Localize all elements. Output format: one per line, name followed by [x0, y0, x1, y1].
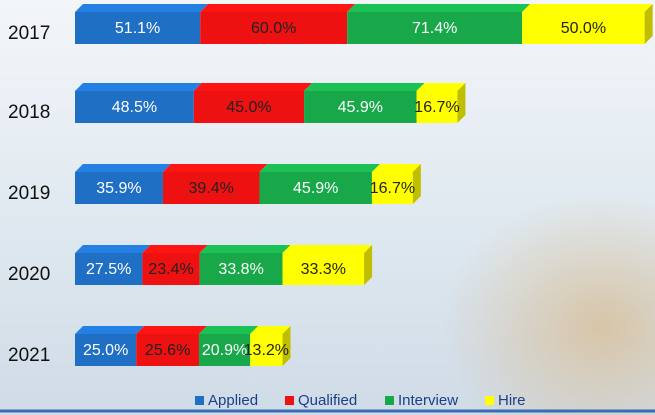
bar-top — [194, 83, 312, 91]
bar-top — [259, 164, 379, 172]
value-label: 20.9% — [202, 342, 247, 359]
y-tick-label: 2019 — [8, 183, 50, 204]
bar-top — [75, 83, 202, 91]
bar-top — [283, 245, 373, 253]
value-label: 60.0% — [251, 20, 296, 37]
value-label: 33.3% — [301, 261, 346, 278]
legend-swatch — [195, 396, 204, 405]
value-label: 45.9% — [338, 99, 383, 116]
value-label: 25.0% — [83, 342, 128, 359]
value-label: 33.8% — [218, 261, 263, 278]
bar-top — [304, 83, 424, 91]
y-tick-label: 2020 — [8, 264, 50, 285]
value-label: 23.4% — [148, 261, 193, 278]
bar-top — [200, 4, 355, 12]
bar-top — [142, 245, 207, 253]
bar-top — [372, 164, 421, 172]
value-label: 39.4% — [189, 180, 234, 197]
value-label: 48.5% — [112, 99, 157, 116]
value-label: 35.9% — [96, 180, 141, 197]
value-label: 16.7% — [370, 180, 415, 197]
bar-top — [200, 245, 291, 253]
legend-label: Qualified — [298, 392, 357, 409]
bar-top — [75, 4, 208, 12]
chart: 2017 51.1% 60.0% 71.4% 50.0% 2018 48.5% 45.0% 45… — [0, 0, 655, 415]
bar-top — [522, 4, 653, 12]
y-tick-label: 2021 — [8, 345, 50, 366]
bar-top — [199, 326, 258, 334]
legend-swatch — [385, 396, 394, 405]
page: {"chart_data": {"type": "bar", "orientat… — [0, 0, 655, 415]
bar-top — [75, 245, 150, 253]
value-label: 71.4% — [412, 20, 457, 37]
value-label: 50.0% — [561, 20, 606, 37]
bar-top — [417, 83, 466, 91]
legend-swatch — [485, 396, 494, 405]
value-label: 45.0% — [226, 99, 271, 116]
legend-label: Hire — [498, 392, 526, 409]
value-label: 51.1% — [115, 20, 160, 37]
bar-top — [75, 164, 171, 172]
value-label: 16.7% — [414, 99, 459, 116]
bar-top — [347, 4, 530, 12]
value-label: 13.2% — [244, 342, 289, 359]
bar-top — [75, 326, 144, 334]
value-label: 25.6% — [145, 342, 190, 359]
value-label: 45.9% — [293, 180, 338, 197]
value-label: 27.5% — [86, 261, 131, 278]
bar-top — [163, 164, 268, 172]
legend-swatch — [285, 396, 294, 405]
y-tick-label: 2018 — [8, 102, 50, 123]
legend-label: Interview — [398, 392, 458, 409]
legend-label: Applied — [208, 392, 258, 409]
y-tick-label: 2017 — [8, 23, 50, 44]
bar-top — [136, 326, 207, 334]
